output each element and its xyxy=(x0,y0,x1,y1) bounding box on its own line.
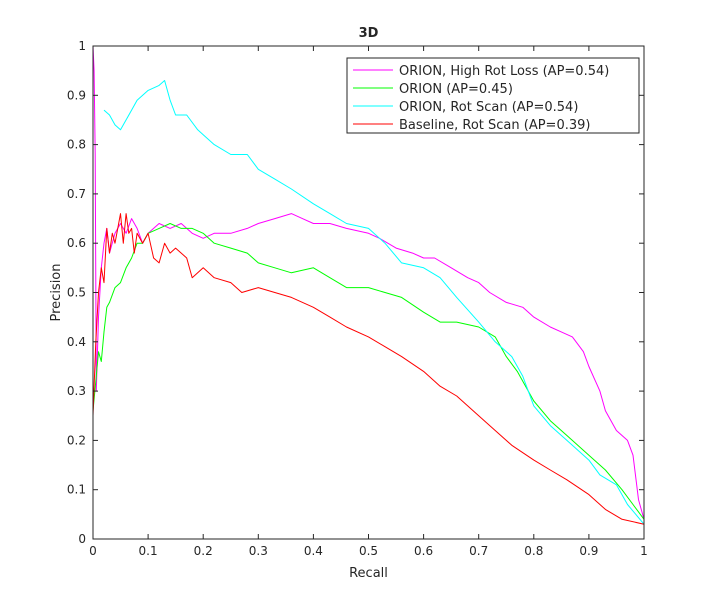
legend-label-2: ORION (AP=0.45) xyxy=(399,82,513,97)
x-tick-label: 0.1 xyxy=(139,544,158,558)
x-tick-label: 0.5 xyxy=(359,544,378,558)
series-line-4 xyxy=(92,213,645,525)
y-tick-label: 0 xyxy=(78,532,86,546)
x-tick-label: 0.6 xyxy=(414,544,433,558)
x-tick-label: 0.4 xyxy=(304,544,323,558)
legend-label-3: ORION, Rot Scan (AP=0.54) xyxy=(399,100,578,115)
y-tick-label: 1 xyxy=(78,39,86,53)
legend-box xyxy=(346,57,640,134)
x-tick-label: 0.3 xyxy=(249,544,268,558)
x-tick-label: 0.2 xyxy=(194,544,213,558)
x-tick-label: 0.7 xyxy=(469,544,488,558)
series-line-2 xyxy=(92,223,645,520)
y-axis-label: Precision xyxy=(49,263,64,321)
y-tick-label: 0.3 xyxy=(67,384,86,398)
x-tick-label: 0 xyxy=(89,544,97,558)
y-tick-label: 0.6 xyxy=(67,236,86,250)
y-tick-label: 0.5 xyxy=(67,286,86,300)
x-tick-label: 1 xyxy=(640,544,648,558)
x-tick-label: 0.9 xyxy=(579,544,598,558)
y-ticks: 0 0.1 0.2 0.3 0.4 0.5 0.6 0.7 0.8 0.9 1 xyxy=(67,39,644,546)
legend-label-4: Baseline, Rot Scan (AP=0.39) xyxy=(399,118,590,133)
legend: ORION, High Rot Loss (AP=0.54) ORION (AP=… xyxy=(346,57,640,134)
y-tick-label: 0.7 xyxy=(67,187,86,201)
chart-title: 3D xyxy=(359,26,379,41)
series-line-1 xyxy=(92,45,645,520)
y-tick-label: 0.9 xyxy=(67,88,86,102)
series-line-3 xyxy=(103,80,645,525)
legend-label-1: ORION, High Rot Loss (AP=0.54) xyxy=(399,64,609,79)
y-tick-label: 0.2 xyxy=(67,433,86,447)
x-tick-label: 0.8 xyxy=(524,544,543,558)
y-tick-label: 0.4 xyxy=(67,335,86,349)
series-layer xyxy=(92,45,645,525)
x-ticks: 0 0.1 0.2 0.3 0.4 0.5 0.6 0.7 0.8 0.9 1 xyxy=(89,46,648,558)
y-tick-label: 0.1 xyxy=(67,483,86,497)
x-axis-label: Recall xyxy=(349,566,388,581)
y-tick-label: 0.8 xyxy=(67,138,86,152)
